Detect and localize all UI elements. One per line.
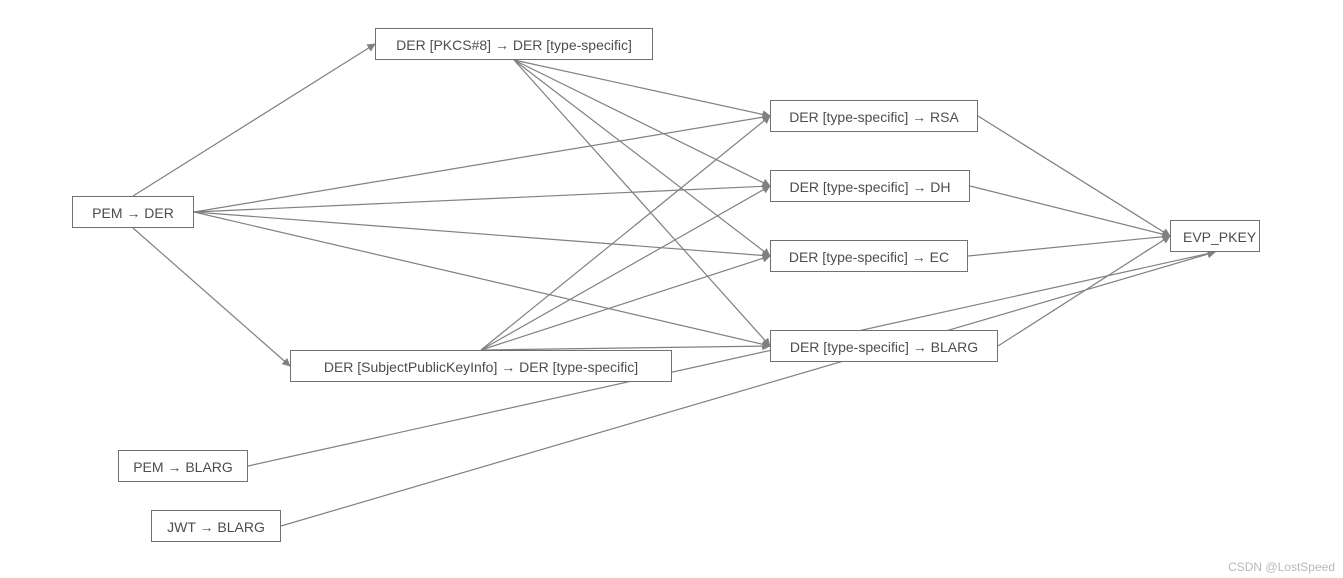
edge <box>133 228 290 366</box>
edge <box>514 60 770 186</box>
node-evp: EVP_PKEY <box>1170 220 1260 252</box>
node-dh: DER [type-specific] → DH <box>770 170 970 202</box>
edge <box>481 116 770 350</box>
edge <box>968 236 1170 256</box>
node-pkcs8: DER [PKCS#8] → DER [type-specific] <box>375 28 653 60</box>
diagram-edges <box>0 0 1343 578</box>
node-blarg: DER [type-specific] → BLARG <box>770 330 998 362</box>
node-pem-der: PEM → DER <box>72 196 194 228</box>
edge <box>514 60 770 116</box>
node-spki: DER [SubjectPublicKeyInfo] → DER [type-s… <box>290 350 672 382</box>
edge <box>514 60 770 346</box>
edge <box>194 212 770 256</box>
node-rsa: DER [type-specific] → RSA <box>770 100 978 132</box>
edge <box>194 116 770 212</box>
edge <box>194 186 770 212</box>
edge <box>978 116 1170 236</box>
edge <box>481 186 770 350</box>
edge <box>194 212 770 346</box>
edge <box>970 186 1170 236</box>
edge <box>481 256 770 350</box>
node-pem-blarg: PEM → BLARG <box>118 450 248 482</box>
node-ec: DER [type-specific] → EC <box>770 240 968 272</box>
edge <box>514 60 770 256</box>
node-jwt-blarg: JWT → BLARG <box>151 510 281 542</box>
edge <box>998 236 1170 346</box>
watermark: CSDN @LostSpeed <box>1228 560 1335 574</box>
edge <box>133 44 375 196</box>
edge <box>281 252 1215 526</box>
